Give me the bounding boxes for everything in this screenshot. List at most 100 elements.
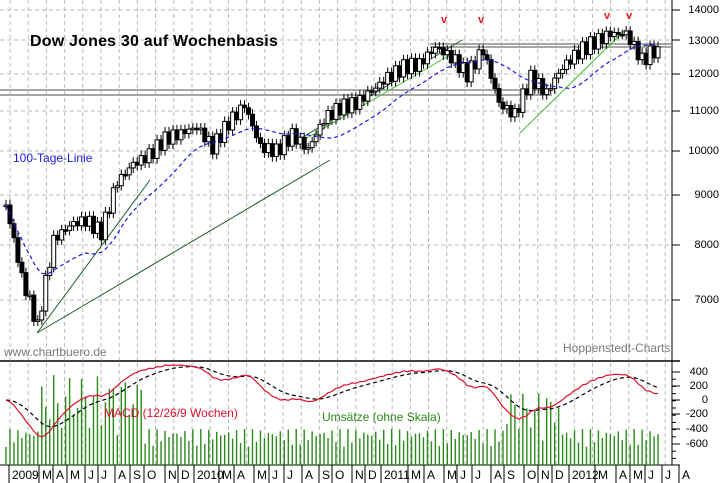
candle-up — [341, 98, 347, 116]
candle-up — [59, 229, 65, 241]
candle-up — [321, 123, 327, 126]
macd-line — [5, 364, 659, 438]
candle-down — [436, 46, 442, 50]
x-tick-label: M — [598, 468, 608, 482]
x-tick-label: 2010 — [197, 468, 224, 482]
x-tick-label: M — [70, 468, 80, 482]
candle-up — [273, 143, 279, 157]
trend-line-steep — [36, 179, 151, 334]
candle-up — [309, 141, 315, 149]
x-tick-label: A — [118, 468, 127, 482]
candle-up — [564, 59, 570, 71]
candle-up — [71, 221, 77, 227]
candle-down — [480, 49, 486, 56]
candle-down — [448, 50, 454, 64]
candle-down — [106, 211, 112, 215]
y-tick-label: 13000 — [688, 35, 719, 47]
macd-tick-label: 0 — [701, 394, 708, 406]
candle-down — [337, 103, 343, 116]
candle-up — [432, 46, 438, 54]
candle-down — [500, 101, 506, 110]
candle-down — [540, 78, 546, 96]
x-tick-label: M — [42, 468, 52, 482]
candle-up — [544, 88, 550, 96]
candle-down — [583, 41, 589, 56]
x-tick-label: M — [222, 468, 232, 482]
candle-down — [464, 62, 470, 83]
candle-down — [615, 31, 621, 35]
candle-up — [460, 62, 466, 73]
candle-down — [568, 59, 574, 65]
candle-down — [142, 155, 148, 164]
candle-down — [488, 59, 494, 79]
candle-up — [639, 52, 645, 61]
x-tick-label: A — [427, 468, 436, 482]
moving-average-label: 100-Tage-Linie — [13, 151, 93, 165]
candle-down — [496, 88, 502, 103]
candle-down — [576, 49, 582, 60]
candle-up — [377, 81, 383, 89]
x-tick-label: A — [237, 468, 246, 482]
y-tick-label: 8000 — [694, 239, 719, 251]
candle-up — [373, 87, 379, 92]
candle-up — [86, 215, 92, 227]
candle-down — [63, 229, 69, 232]
y-tick-label: 7000 — [694, 294, 719, 306]
source-credit-left: www.chartbuero.de — [4, 345, 107, 359]
candle-up — [393, 65, 399, 82]
candle-up — [170, 129, 176, 145]
candle-down — [389, 71, 395, 82]
x-tick-label: M — [411, 468, 421, 482]
candle-down — [31, 294, 37, 322]
candle-up — [190, 127, 196, 131]
candle-up — [385, 71, 391, 85]
candle-down — [532, 69, 538, 90]
x-tick-label: J — [88, 468, 94, 482]
candle-up — [520, 88, 526, 113]
candle-down — [11, 223, 17, 239]
candle-down — [285, 135, 291, 147]
candle-down — [405, 59, 411, 75]
candle-down — [277, 143, 283, 156]
x-tick-label: 2011 — [384, 468, 410, 482]
candle-up — [504, 105, 510, 110]
candle-up — [305, 147, 311, 150]
candle-down — [599, 33, 605, 45]
candle-down — [182, 129, 188, 135]
candle-down — [246, 107, 252, 115]
candle-up — [512, 108, 518, 118]
candle-up — [67, 225, 73, 231]
y-tick-label: 11000 — [689, 105, 719, 117]
candle-down — [83, 216, 89, 227]
candle-down — [428, 51, 434, 55]
candle-up — [357, 94, 363, 110]
candle-up — [27, 294, 33, 298]
top-marker-v: v — [626, 10, 633, 22]
candle-down — [257, 137, 263, 144]
x-tick-label: M — [257, 468, 267, 482]
x-tick-label: O — [335, 468, 345, 482]
candle-up — [114, 185, 120, 189]
candle-down — [524, 88, 530, 96]
candle-down — [619, 33, 625, 37]
y-tick-label: 14000 — [688, 4, 719, 16]
candle-up — [79, 216, 85, 227]
candle-up — [138, 155, 144, 166]
trend-line-2011 — [519, 29, 626, 134]
candle-down — [269, 143, 275, 157]
candle-down — [166, 131, 172, 145]
candle-down — [253, 125, 259, 139]
candle-down — [158, 139, 164, 151]
candle-up — [214, 133, 220, 155]
candle-down — [234, 111, 240, 121]
candle-down — [293, 128, 299, 145]
candle-down — [202, 127, 208, 143]
volume-label: Umsätze (ohne Skala) — [322, 410, 441, 424]
candle-down — [210, 135, 216, 155]
candle-up — [178, 129, 184, 141]
candle-up — [325, 109, 331, 125]
x-tick-label: N — [355, 468, 364, 482]
candle-up — [51, 234, 57, 268]
candle-down — [369, 90, 375, 93]
candle-up — [579, 41, 585, 60]
